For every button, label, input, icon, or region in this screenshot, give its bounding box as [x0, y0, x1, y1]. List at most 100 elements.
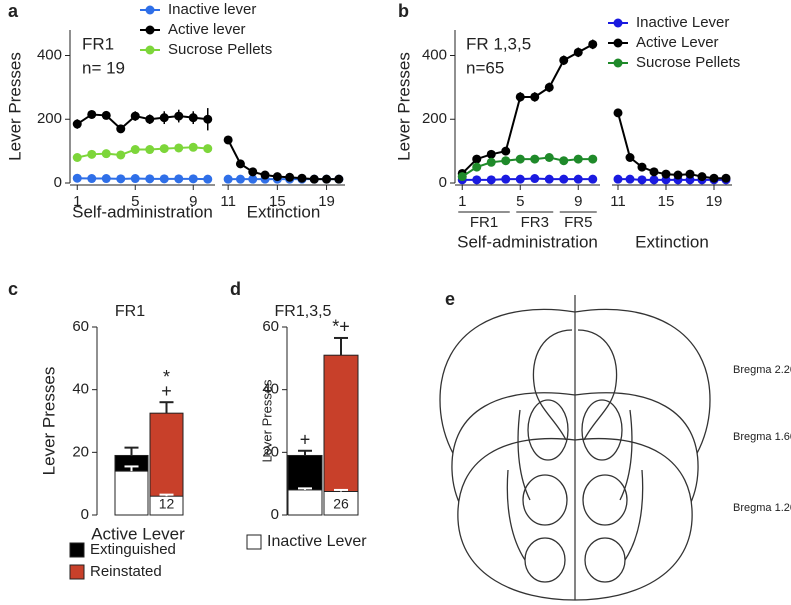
legend-label: Inactive Lever: [636, 14, 729, 31]
point: [573, 174, 583, 184]
point: [159, 113, 169, 123]
y-tick-label: 60: [72, 318, 89, 335]
point: [334, 174, 344, 184]
legend-label: Sucrose Pellets: [636, 54, 740, 71]
legend-label: Inactive lever: [168, 1, 256, 18]
point: [559, 174, 569, 184]
bar: [114, 470, 149, 516]
point: [116, 124, 126, 134]
y-tick-label: 40: [72, 381, 89, 398]
x-axis-label: Extinction: [247, 202, 321, 221]
annotation: n=65: [466, 58, 504, 77]
brain-sections: [439, 295, 711, 601]
annotation: +: [161, 381, 172, 401]
legend-swatch: [69, 564, 85, 580]
annotation: FR 1,3,5: [466, 34, 531, 53]
series-line: [76, 113, 208, 131]
point: [145, 145, 155, 155]
point: [116, 174, 126, 184]
y-tick-label: 40: [262, 381, 279, 398]
bar: [287, 489, 323, 516]
section-label: Bregma 2.20: [733, 364, 791, 376]
y-tick-label: 0: [439, 174, 447, 191]
point: [613, 174, 623, 184]
point: [588, 154, 598, 164]
point: [486, 175, 496, 185]
x-tick-label: 9: [189, 193, 197, 210]
n-label: 26: [333, 496, 349, 512]
point: [72, 153, 82, 162]
point: [559, 156, 569, 166]
point: [472, 154, 482, 164]
legend-swatch: [69, 542, 85, 558]
legend-label: Active Lever: [636, 34, 719, 51]
panel-label: e: [445, 289, 455, 309]
series-line: [77, 177, 208, 181]
x-tick-label: 19: [318, 193, 335, 210]
series-line: [461, 156, 593, 178]
point: [145, 174, 155, 184]
point: [174, 111, 184, 121]
point: [145, 114, 155, 124]
y-axis-label: Lever Presses: [394, 52, 413, 161]
point: [457, 172, 467, 182]
x-tick-label: 15: [269, 193, 286, 210]
point: [174, 143, 184, 153]
point: [248, 167, 258, 177]
point: [685, 169, 695, 179]
point: [87, 174, 97, 184]
point: [559, 55, 569, 65]
point: [188, 142, 198, 152]
section-label: Bregma 1.60: [733, 431, 791, 443]
point: [223, 135, 233, 145]
point: [486, 149, 496, 159]
y-tick-label: 0: [81, 506, 89, 523]
point: [309, 174, 319, 184]
point: [472, 162, 482, 172]
point: [235, 174, 245, 184]
legend-marker: [613, 58, 623, 68]
point: [188, 174, 198, 184]
y-axis-label: Lever Presses: [5, 52, 24, 161]
chart-title: FR1,3,5: [275, 303, 332, 320]
panel-label: c: [8, 279, 18, 299]
point: [501, 156, 511, 166]
point: [285, 172, 295, 182]
x-tick-label: 5: [131, 193, 139, 210]
point: [637, 175, 647, 185]
point: [573, 154, 583, 164]
legend-label: Active lever: [168, 21, 246, 38]
series-line: [618, 178, 726, 181]
y-axis-label: Lever Presses: [259, 379, 274, 463]
point: [116, 150, 126, 160]
annotation: *+: [332, 317, 350, 337]
y-axis-label: Lever Presses: [39, 367, 58, 476]
point: [130, 111, 140, 121]
x-tick-label: 9: [574, 193, 582, 210]
point: [101, 149, 111, 159]
point: [515, 154, 525, 164]
point: [87, 149, 97, 159]
point: [130, 145, 140, 155]
point: [203, 174, 213, 184]
y-tick-label: 20: [72, 443, 89, 460]
point: [625, 174, 635, 184]
annotation: n= 19: [82, 58, 125, 77]
legend-marker: [145, 45, 155, 55]
point: [159, 144, 169, 154]
point: [515, 174, 525, 184]
point: [159, 174, 169, 184]
y-tick-label: 200: [422, 110, 447, 127]
point: [637, 162, 647, 172]
point: [515, 92, 525, 102]
point: [297, 173, 307, 183]
y-tick-label: 0: [271, 506, 279, 523]
point: [322, 174, 332, 184]
chart-title: FR1: [115, 303, 145, 320]
point: [501, 146, 511, 156]
legend-label: Sucrose Pellets: [168, 41, 272, 58]
point: [223, 174, 233, 184]
y-tick-label: 60: [262, 318, 279, 335]
point: [248, 174, 258, 184]
